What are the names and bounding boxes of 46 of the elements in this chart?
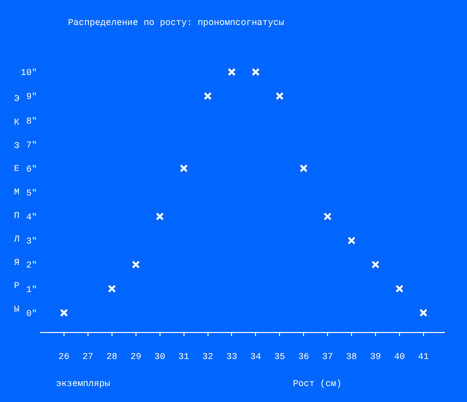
- y-tick-label: 2": [26, 260, 37, 271]
- chart-title: Распределение по росту: прономпсогнатусы: [68, 18, 284, 28]
- point: [348, 236, 356, 245]
- x-tick-label: 26: [58, 352, 70, 362]
- y-tick-label: 0": [26, 308, 37, 319]
- x-tick-label: 32: [202, 352, 214, 362]
- text: ЭКЗЕМПЛЯРЫ: [14, 94, 20, 315]
- point: [419, 308, 428, 317]
- x-tick-label: 29: [130, 352, 142, 362]
- y-tick-label: 10": [20, 68, 37, 78]
- point: [324, 212, 332, 220]
- point: [132, 260, 140, 269]
- x-tick-label: 38: [346, 352, 357, 362]
- point: [156, 212, 164, 220]
- point: [276, 92, 284, 100]
- x-axis-title: Рост (см): [293, 379, 342, 389]
- y-tick-label: 1": [26, 284, 37, 295]
- x-tick-label: 33: [226, 352, 238, 362]
- point: [108, 284, 116, 293]
- y-tick-label: 9": [26, 92, 37, 102]
- x-tick-label: 35: [274, 352, 286, 362]
- point: [252, 68, 260, 76]
- x-tick-label: 27: [82, 352, 94, 362]
- x-tick-label: 41: [418, 352, 429, 362]
- text: экземпляры: [56, 379, 110, 389]
- x-tick-label: 31: [178, 352, 190, 362]
- y-tick-label: 3": [26, 236, 37, 247]
- x-tick-label: 37: [322, 352, 333, 362]
- y-tick-label: 5": [26, 188, 37, 199]
- point: [395, 284, 404, 293]
- x-tick-label: 30: [154, 352, 166, 362]
- x-tick-label: 28: [106, 352, 118, 362]
- x-tick-label: 34: [250, 352, 262, 362]
- point: [60, 308, 68, 317]
- y-tick-label: 8": [26, 116, 37, 126]
- y-tick-label: 6": [26, 164, 37, 174]
- point: [372, 260, 380, 269]
- x-tick-label: 36: [298, 352, 310, 362]
- y-tick-label: 4": [26, 212, 37, 223]
- point: [204, 92, 212, 100]
- point: [180, 164, 188, 172]
- y-tick-label: 7": [26, 140, 37, 150]
- x-tick-label: 39: [370, 352, 381, 362]
- point: [300, 164, 308, 172]
- point: [228, 68, 236, 76]
- x-tick-label: 40: [394, 352, 405, 362]
